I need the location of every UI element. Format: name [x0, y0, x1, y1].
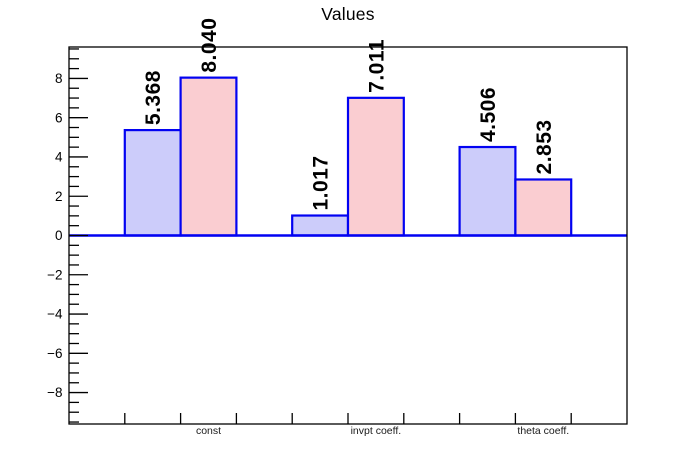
bar-value-label: 5.368	[142, 70, 165, 125]
y-axis-tick-label: 4	[55, 150, 63, 165]
y-axis-tick-label: 8	[55, 71, 63, 86]
x-axis-category-label: theta coeff.	[517, 425, 569, 437]
bar-value-label: 4.506	[477, 87, 500, 142]
chart-title: Values	[321, 4, 375, 24]
x-axis-category-label: invpt coeff.	[351, 425, 402, 437]
y-axis-tick-label: 0	[55, 228, 63, 243]
y-axis-tick-label: −4	[47, 307, 63, 322]
bar-value-label: 8.040	[198, 18, 221, 73]
bar	[514, 178, 573, 237]
bar	[291, 214, 350, 237]
bar-value-label: 7.011	[365, 39, 388, 93]
bar	[179, 76, 238, 237]
bar-value-label: 1.017	[310, 155, 333, 210]
y-axis-tick-label: 2	[55, 189, 63, 204]
y-axis-tick-label: −8	[47, 385, 62, 400]
x-axis-category-label: const	[196, 425, 221, 437]
y-axis-tick-label: −6	[47, 346, 62, 361]
y-axis-tick-label: 6	[55, 110, 63, 125]
bar	[346, 96, 405, 237]
bar	[123, 128, 182, 237]
bar-value-label: 2.853	[533, 119, 556, 174]
y-axis-tick-label: −2	[47, 267, 62, 282]
bar	[458, 145, 517, 237]
